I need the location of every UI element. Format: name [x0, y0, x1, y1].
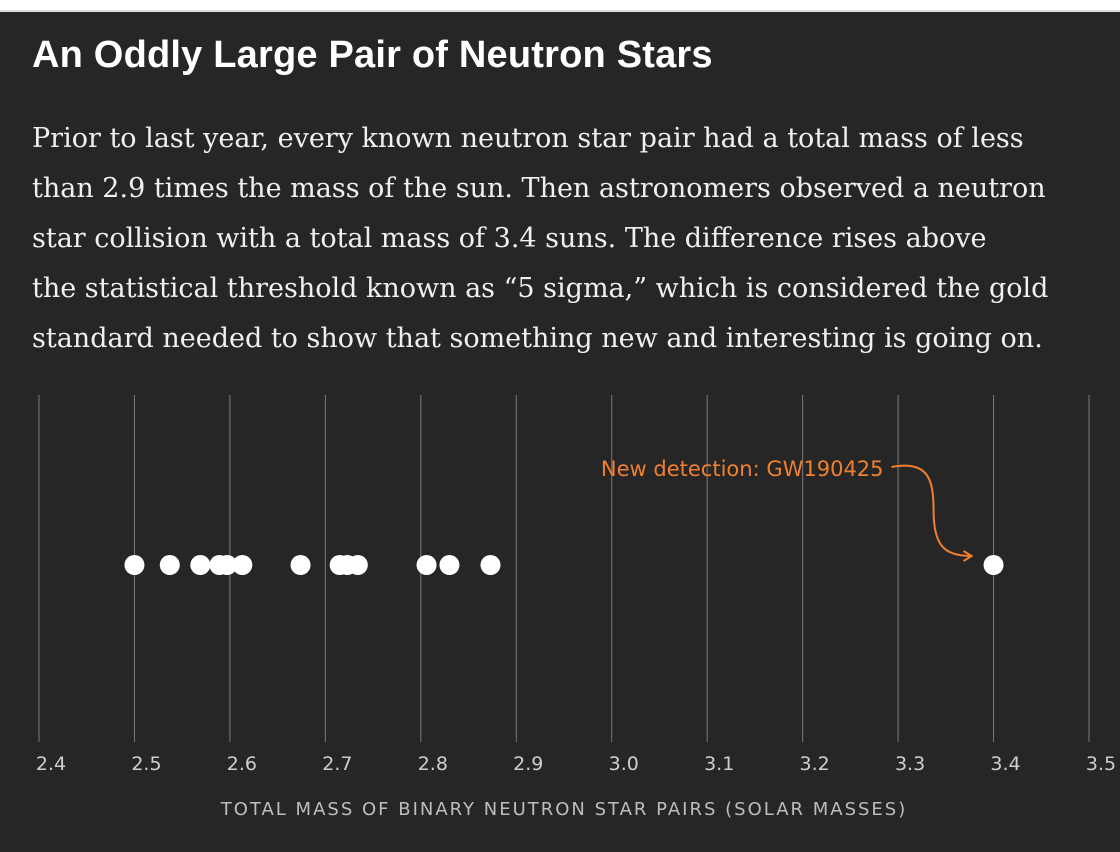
data-point: [290, 555, 311, 575]
annotation-label: New detection: GW190425: [601, 457, 884, 481]
x-tick-label: 3.2: [800, 753, 830, 775]
description-line: standard needed to show that something n…: [32, 323, 1043, 354]
data-point: [124, 555, 145, 575]
annotation-group: New detection: GW190425: [601, 457, 974, 562]
x-tick-label: 3.3: [895, 753, 925, 775]
data-points: [124, 555, 1004, 575]
description-line: Prior to last year, every known neutron …: [32, 123, 1024, 154]
chart-description: Prior to last year, every known neutron …: [32, 114, 1082, 364]
x-tick-label: 2.4: [36, 753, 66, 775]
chart-panel: [0, 10, 1120, 852]
annotation-arrow: [891, 464, 974, 562]
description-line: star collision with a total mass of 3.4 …: [32, 223, 987, 254]
x-axis-label: TOTAL MASS OF BINARY NEUTRON STAR PAIRS …: [220, 799, 908, 820]
chart-title: An Oddly Large Pair of Neutron Stars: [32, 34, 713, 76]
gw190425-point: [983, 555, 1004, 575]
data-point: [217, 555, 238, 575]
x-tick-label: 2.6: [227, 753, 257, 775]
description-line: the statistical threshold known as “5 si…: [32, 273, 1049, 304]
data-point: [439, 555, 460, 575]
x-tick-label: 3.1: [704, 753, 734, 775]
x-tick-label: 2.5: [131, 753, 161, 775]
x-tick-label: 3.4: [990, 753, 1020, 775]
data-point: [347, 555, 368, 575]
description-line: than 2.9 times the mass of the sun. Then…: [32, 173, 1046, 204]
x-tick-label: 2.7: [322, 753, 352, 775]
x-tick-label: 2.9: [513, 753, 543, 775]
x-tick-label: 3.0: [609, 753, 639, 775]
data-point: [232, 555, 253, 575]
data-point: [480, 555, 501, 575]
x-tick-label: 2.8: [418, 753, 448, 775]
data-point: [416, 555, 437, 575]
data-point: [190, 555, 211, 575]
x-tick-labels: 2.4 2.5 2.6 2.7 2.8 2.9 3.0 3.1 3.2 3.3 3.4 3.5: [36, 753, 1116, 775]
data-point: [159, 555, 180, 575]
x-tick-label: 3.5: [1086, 753, 1116, 775]
